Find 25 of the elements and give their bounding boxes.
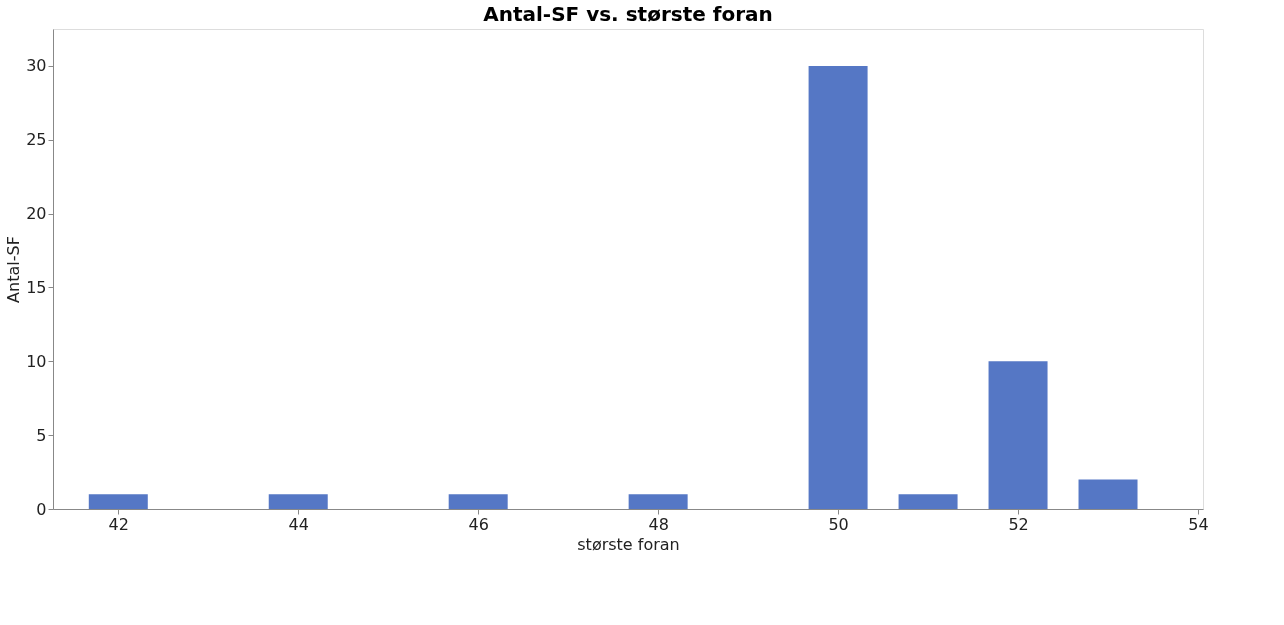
y-tick-label: 30	[26, 56, 47, 76]
y-axis-title: Antal-SF	[4, 236, 24, 303]
y-tick-label: 0	[36, 499, 47, 519]
bar	[448, 494, 508, 509]
y-tick-label: 15	[26, 277, 47, 297]
x-tick-label: 42	[108, 514, 129, 534]
bar	[808, 65, 868, 509]
bar	[628, 494, 688, 509]
chart-title: Antal-SF vs. største foran	[483, 2, 773, 26]
bar	[268, 494, 328, 509]
x-axis-title: største foran	[577, 534, 680, 554]
bar	[898, 494, 958, 509]
x-tick-label: 46	[468, 514, 489, 534]
y-tick-label: 10	[26, 351, 47, 371]
x-tick-label: 52	[1008, 514, 1029, 534]
x-tick-label: 48	[648, 514, 669, 534]
x-tick-label: 50	[828, 514, 849, 534]
bar	[88, 494, 148, 509]
y-tick-label: 20	[26, 204, 47, 224]
x-tick-label: 44	[288, 514, 309, 534]
bar	[1078, 479, 1138, 509]
bar	[988, 361, 1048, 509]
y-tick-label: 5	[36, 425, 47, 445]
y-tick-label: 25	[26, 130, 47, 150]
x-tick-label: 54	[1188, 514, 1209, 534]
